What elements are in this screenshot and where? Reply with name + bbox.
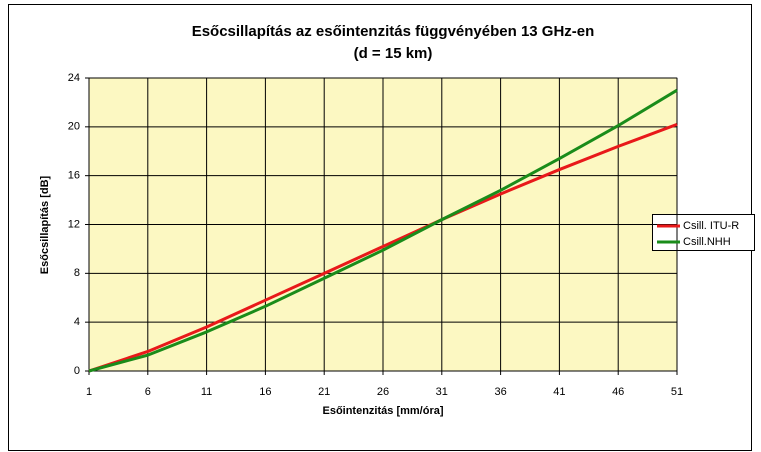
- y-tick-label: 0: [74, 365, 80, 377]
- series-line: [88, 88, 678, 373]
- y-tick-label: 16: [68, 170, 80, 182]
- y-axis-label: Esőcsillapítás [dB]: [39, 175, 51, 274]
- legend-label: Csill. ITU-R: [683, 220, 739, 232]
- x-tick-label: 11: [201, 386, 212, 398]
- x-tick-label: 16: [259, 386, 271, 398]
- y-tick-label: 24: [68, 72, 80, 84]
- x-tick-label: 1: [86, 386, 92, 398]
- y-tick-label: 4: [74, 316, 80, 328]
- y-tick-label: 20: [68, 121, 80, 133]
- chart-title: Esőcsillapítás az esőintenzitás függvény…: [192, 23, 595, 40]
- x-tick-label: 21: [318, 386, 330, 398]
- y-tick-label: 12: [68, 218, 80, 230]
- x-tick-label: 51: [671, 386, 683, 398]
- x-tick-label: 31: [436, 386, 448, 398]
- chart-subtitle: (d = 15 km): [354, 45, 433, 62]
- x-tick-label: 26: [377, 386, 389, 398]
- legend: [652, 214, 755, 251]
- legend-label: Csill.NHH: [683, 236, 731, 248]
- x-tick-label: 6: [145, 386, 151, 398]
- x-tick-label: 36: [494, 386, 506, 398]
- y-tick-label: 8: [74, 267, 80, 279]
- x-tick-label: 41: [553, 386, 565, 398]
- series-line: [88, 122, 678, 373]
- x-tick-label: 46: [612, 386, 624, 398]
- x-axis-label: Esőintenzitás [mm/óra]: [322, 405, 443, 417]
